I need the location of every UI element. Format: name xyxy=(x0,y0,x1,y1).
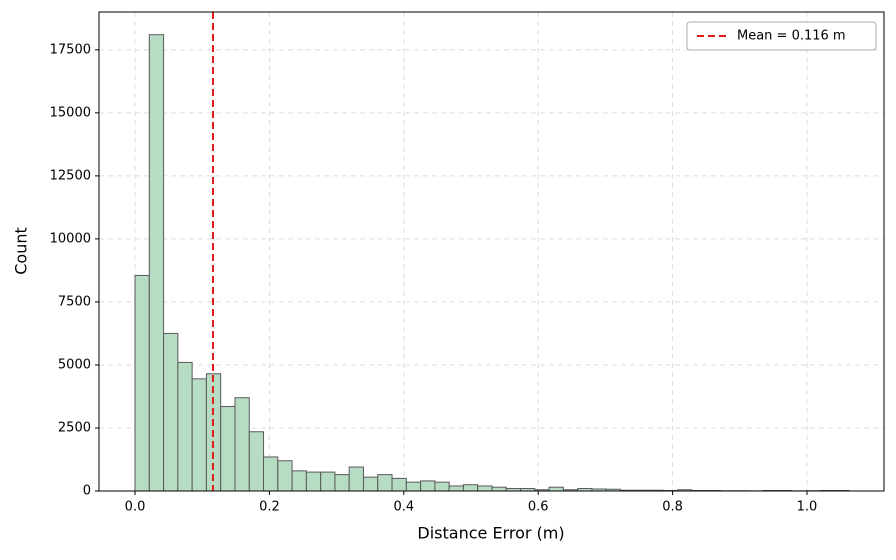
legend-label: Mean = 0.116 m xyxy=(737,29,846,44)
bar xyxy=(135,275,149,491)
bar xyxy=(406,482,420,491)
y-tick-label: 15000 xyxy=(50,105,91,120)
bar xyxy=(235,398,249,491)
x-tick-label: 0.2 xyxy=(259,500,280,515)
bar xyxy=(192,379,206,491)
x-axis-label: Distance Error (m) xyxy=(417,524,564,543)
bar xyxy=(292,471,306,491)
y-tick-label: 17500 xyxy=(50,42,91,57)
x-tick-label: 0.8 xyxy=(662,500,683,515)
bar xyxy=(249,432,263,491)
y-tick-label: 5000 xyxy=(58,357,91,372)
bar xyxy=(335,475,349,491)
x-tick-label: 1.0 xyxy=(797,500,818,515)
bar xyxy=(321,472,335,491)
bar xyxy=(449,486,463,491)
bar xyxy=(421,481,435,491)
bar xyxy=(478,486,492,491)
y-axis-label: Count xyxy=(12,227,31,275)
bar xyxy=(278,461,292,491)
bar xyxy=(349,467,363,491)
x-tick-label: 0.6 xyxy=(528,500,549,515)
bar xyxy=(549,487,563,491)
bar xyxy=(463,485,477,491)
x-tick-label: 0.4 xyxy=(393,500,414,515)
bar xyxy=(264,457,278,491)
bar xyxy=(164,333,178,491)
bar xyxy=(178,362,192,491)
y-tick-label: 10000 xyxy=(50,231,91,246)
x-tick-label: 0.0 xyxy=(125,500,146,515)
y-tick-label: 12500 xyxy=(50,168,91,183)
bar xyxy=(435,482,449,491)
bar xyxy=(149,35,163,491)
bar xyxy=(492,487,506,491)
y-tick-label: 2500 xyxy=(58,420,91,435)
bar xyxy=(378,475,392,491)
bar xyxy=(363,477,377,491)
y-tick-label: 0 xyxy=(83,484,91,499)
bar xyxy=(221,407,235,491)
bar xyxy=(306,472,320,491)
bar xyxy=(392,478,406,491)
y-tick-label: 7500 xyxy=(58,294,91,309)
